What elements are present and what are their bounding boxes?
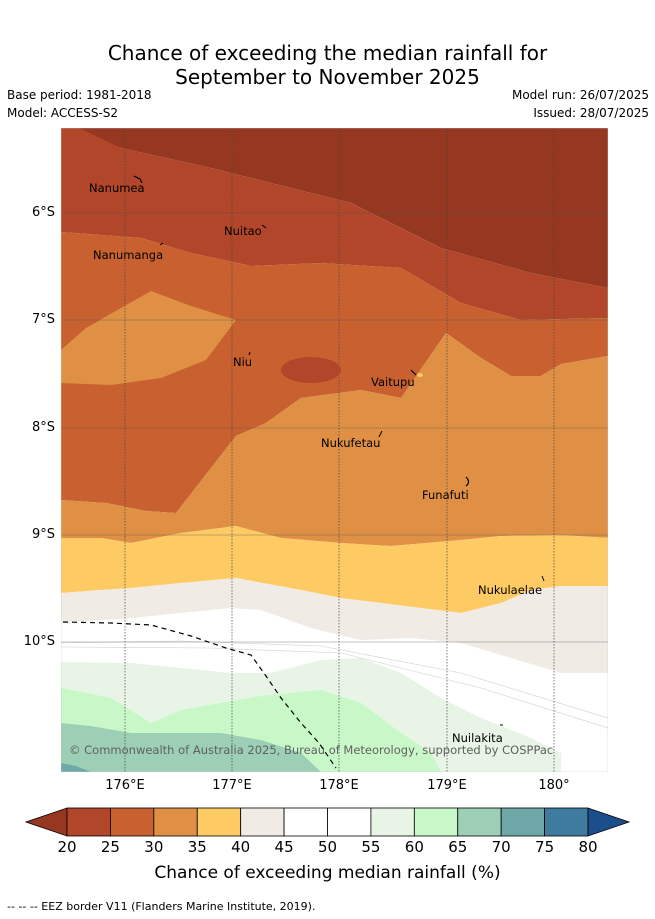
band-35-40 [61, 526, 608, 613]
colorbar-swatch [66, 807, 111, 837]
colorbar-swatch [110, 807, 155, 837]
place-label-nanumanga: Nanumanga [93, 248, 164, 262]
lat-label-9s: 9°S [31, 527, 55, 542]
island-vaitupu-spot [417, 373, 423, 377]
eez-border [62, 621, 337, 769]
colorbar-tick-label: 40 [231, 838, 251, 856]
place-label-nuilakita: Nuilakita [452, 731, 503, 745]
band-70-75 [61, 763, 91, 772]
model-name: Model: ACCESS-S2 [7, 106, 119, 120]
lat-label-10s: 10°S [23, 634, 55, 649]
island-vaitupu [410, 369, 417, 376]
place-label-funafuti: Funafuti [422, 488, 469, 502]
lon-label-177e: 177°E [212, 778, 252, 793]
colorbar-tick-label: 80 [578, 838, 598, 856]
band-65-70 [61, 723, 321, 772]
colorbar [25, 807, 631, 837]
band-20-25 [61, 128, 608, 320]
colorbar-tick-label: 65 [448, 838, 468, 856]
lon-label-176e: 176°E [105, 778, 145, 793]
colorbar-tick-label: 75 [535, 838, 555, 856]
colorbar-tick-label: 30 [144, 838, 164, 856]
colorbar-swatch [283, 807, 328, 837]
colorbar-swatch [544, 807, 589, 837]
island-niu [248, 351, 251, 356]
island-funafuti [465, 476, 470, 487]
band-below-20 [61, 128, 608, 288]
place-label-vaitupu: Vaitupu [371, 375, 415, 389]
colorbar-swatch [153, 807, 198, 837]
place-label-nuitao: Nuitao [224, 224, 262, 238]
place-label-niu: Niu [233, 355, 253, 369]
colorbar-swatch [240, 807, 285, 837]
lon-label-178e: 178°E [319, 778, 359, 793]
colorbar-tick-label: 35 [187, 838, 207, 856]
lat-label-6s: 6°S [31, 205, 55, 220]
colorbar-tick-label: 70 [491, 838, 511, 856]
colorbar-swatches [66, 807, 589, 837]
colorbar-tick-label: 20 [57, 838, 77, 856]
colorbar-label: Chance of exceeding median rainfall (%) [154, 863, 501, 883]
colorbar-tick-label: 45 [274, 838, 294, 856]
place-label-nukulaelae: Nukulaelae [478, 583, 543, 597]
eez-footnote: -- -- -- EEZ border V11 (Flanders Marine… [7, 900, 316, 913]
colorbar-extend-low [25, 807, 68, 837]
model-run: Model run: 26/07/2025 [511, 88, 649, 102]
chart-title-line2: September to November 2025 [175, 65, 480, 89]
colorbar-swatch [327, 807, 372, 837]
contour-line [61, 640, 608, 719]
lon-label-179e: 179°E [427, 778, 467, 793]
place-label-nanumea: Nanumea [89, 181, 145, 195]
colorbar-swatch [370, 807, 415, 837]
band-30-35-north [61, 291, 236, 385]
base-period: Base period: 1981-2018 [7, 88, 152, 102]
issued-date: Issued: 28/07/2025 [533, 106, 649, 120]
island-nukulaelae [541, 575, 545, 582]
band-40-45 [61, 578, 608, 673]
lon-label-180: 180° [538, 778, 570, 793]
island-nuitao [261, 224, 267, 229]
lat-label-7s: 7°S [31, 312, 55, 327]
copyright-credit: © Commonwealth of Australia 2025, Bureau… [69, 743, 554, 757]
colorbar-extend-high [587, 807, 631, 837]
colorbar-swatch [500, 807, 545, 837]
chart-title-line1: Chance of exceeding the median rainfall … [107, 41, 548, 65]
lat-label-8s: 8°S [31, 420, 55, 435]
colorbar-swatch [413, 807, 459, 837]
rainfall-probability-map [61, 128, 608, 772]
band-30-35 [61, 333, 608, 546]
contour-line [61, 646, 608, 729]
niu-dark-patch [281, 357, 341, 383]
island-nanumanga [159, 242, 164, 246]
colorbar-tick-label: 60 [404, 838, 424, 856]
colorbar-swatch [457, 807, 502, 837]
colorbar-tick-label: 55 [361, 838, 381, 856]
colorbar-swatch [196, 807, 242, 837]
colorbar-tick-label: 50 [317, 838, 338, 856]
place-label-nukufetau: Nukufetau [321, 436, 381, 450]
island-nukufetau [378, 430, 383, 438]
colorbar-tick-label: 25 [100, 838, 120, 856]
island-nanumea [133, 175, 143, 184]
